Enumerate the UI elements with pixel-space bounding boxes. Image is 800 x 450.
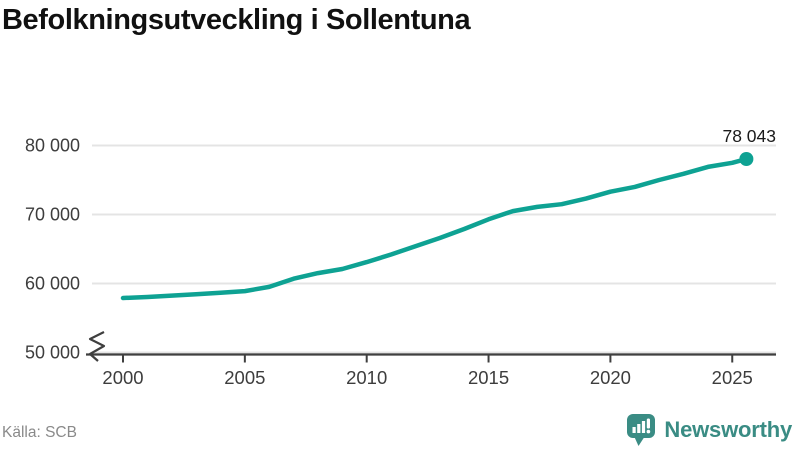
- logo-bar-tall: [642, 421, 646, 433]
- x-tick-label: 2005: [224, 367, 265, 388]
- logo-exclamation-bar: [647, 418, 651, 429]
- population-line: [120, 156, 749, 301]
- logo-exclamation-dot: [647, 429, 651, 434]
- x-tick-label: 2010: [346, 367, 387, 388]
- y-tick-label: 60 000: [25, 274, 80, 294]
- x-tick-label: 2020: [590, 367, 631, 388]
- brand-logo: Newsworthy: [626, 413, 792, 447]
- axis-break-icon: [88, 331, 106, 362]
- brand-name: Newsworthy: [664, 417, 792, 442]
- logo-bar-medium: [637, 424, 641, 433]
- end-value-label: 78 043: [722, 126, 776, 146]
- y-tick-label: 80 000: [25, 136, 80, 156]
- x-tick-label: 2025: [712, 367, 753, 388]
- y-tick-label: 50 000: [25, 343, 80, 363]
- newsworthy-logo-icon: [627, 414, 656, 446]
- end-point-marker: [739, 152, 754, 167]
- source-note: Källa: SCB: [2, 424, 77, 441]
- x-tick-label: 2000: [102, 367, 143, 388]
- chart-title: Befolkningsutveckling i Sollentuna: [2, 4, 471, 36]
- y-tick-label: 70 000: [25, 205, 80, 225]
- x-tick-label: 2015: [468, 367, 509, 388]
- logo-bar-small: [632, 427, 637, 433]
